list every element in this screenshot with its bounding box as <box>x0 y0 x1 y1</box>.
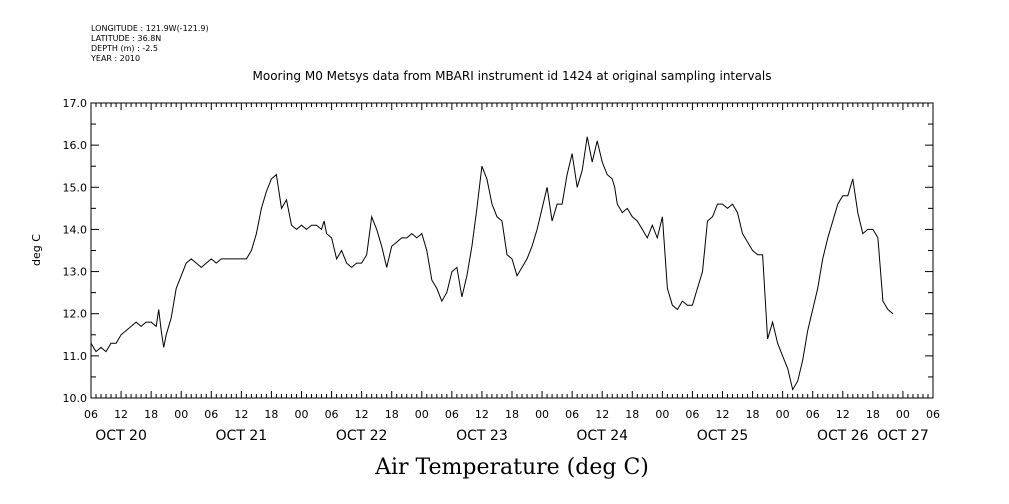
longitude-text: LONGITUDE : 121.9W(-121.9) <box>91 24 209 33</box>
day-label: OCT 26 <box>817 428 869 444</box>
x-hour-tick-label: 06 <box>926 408 940 421</box>
latitude-text: LATITUDE : 36.8N <box>91 34 161 43</box>
x-hour-tick-label: 18 <box>505 408 519 421</box>
x-hour-tick-label: 00 <box>174 408 188 421</box>
day-label: OCT 25 <box>697 428 749 444</box>
x-hour-tick-label: 06 <box>84 408 98 421</box>
x-hour-tick-label: 06 <box>204 408 218 421</box>
x-hour-tick-label: 18 <box>866 408 880 421</box>
y-tick-label: 14.0 <box>63 223 88 236</box>
plot-frame <box>90 102 934 399</box>
y-tick-label: 11.0 <box>63 350 88 363</box>
depth-text: DEPTH (m) : -2.5 <box>91 44 158 53</box>
x-hour-tick-label: 12 <box>595 408 609 421</box>
x-hour-tick-label: 12 <box>355 408 369 421</box>
y-tick-label: 10.0 <box>63 392 88 405</box>
x-hour-tick-label: 06 <box>806 408 820 421</box>
y-tick-label: 12.0 <box>63 308 88 321</box>
x-hour-tick-label: 12 <box>716 408 730 421</box>
x-hour-tick-label: 12 <box>475 408 489 421</box>
x-hour-tick-label: 18 <box>625 408 639 421</box>
x-hour-tick-label: 12 <box>234 408 248 421</box>
y-axis-label: deg C <box>30 234 43 266</box>
day-label: OCT 22 <box>336 428 388 444</box>
x-hour-tick-label: 18 <box>144 408 158 421</box>
x-hour-tick-label: 00 <box>535 408 549 421</box>
x-hour-tick-label: 00 <box>655 408 669 421</box>
x-hour-tick-label: 18 <box>746 408 760 421</box>
y-tick-label: 17.0 <box>63 97 88 110</box>
day-label: OCT 20 <box>95 428 147 444</box>
year-text: YEAR : 2010 <box>90 54 140 63</box>
header-metadata: LONGITUDE : 121.9W(-121.9) LATITUDE : 36… <box>90 24 209 63</box>
y-axis: 10.0 11.0 12.0 13.0 14.0 15.0 16.0 17.0 <box>63 97 933 405</box>
x-hour-tick-label: 12 <box>836 408 850 421</box>
x-hour-tick-label: 06 <box>325 408 339 421</box>
x-hour-tick-label: 06 <box>685 408 699 421</box>
day-label: OCT 24 <box>576 428 628 444</box>
x-hour-tick-label: 00 <box>776 408 790 421</box>
x-hour-tick-label: 12 <box>114 408 128 421</box>
x-axis: 06 12 18 00 06 12 18 00 06 12 18 00 06 12 18 00 06 12 18 00… <box>84 103 940 421</box>
y-tick-label: 15.0 <box>63 181 88 194</box>
day-label: OCT 21 <box>216 428 268 444</box>
x-hour-tick-label: 00 <box>295 408 309 421</box>
x-hour-tick-label: 18 <box>264 408 278 421</box>
x-hour-tick-label: 00 <box>415 408 429 421</box>
x-hour-tick-label: 06 <box>565 408 579 421</box>
y-tick-label: 13.0 <box>63 266 88 279</box>
x-axis-label: Air Temperature (deg C) <box>374 455 649 480</box>
day-label: OCT 23 <box>456 428 508 444</box>
x-hour-tick-label: 00 <box>896 408 910 421</box>
x-hour-tick-label: 18 <box>385 408 399 421</box>
day-label: OCT 27 <box>877 428 929 444</box>
chart-title: Mooring M0 Metsys data from MBARI instru… <box>253 69 772 83</box>
y-tick-label: 16.0 <box>63 139 88 152</box>
series-line-air-temperature <box>90 136 894 391</box>
x-hour-tick-label: 06 <box>445 408 459 421</box>
day-labels: OCT 20 OCT 21 OCT 22 OCT 23 OCT 24 OCT 25 OCT … <box>95 428 928 444</box>
